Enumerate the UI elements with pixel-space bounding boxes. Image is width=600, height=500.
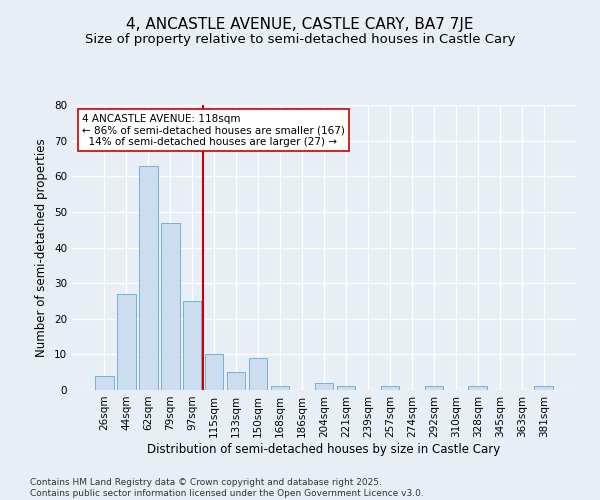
Bar (227, 372, 245, 390)
Bar (205, 354, 223, 390)
Bar (271, 386, 289, 390)
Bar (249, 358, 268, 390)
Bar (425, 386, 443, 390)
Bar (337, 386, 355, 390)
Text: 4, ANCASTLE AVENUE, CASTLE CARY, BA7 7JE: 4, ANCASTLE AVENUE, CASTLE CARY, BA7 7JE (126, 18, 474, 32)
Bar (161, 222, 179, 390)
Bar (139, 166, 158, 390)
Y-axis label: Number of semi-detached properties: Number of semi-detached properties (35, 138, 49, 357)
Text: Size of property relative to semi-detached houses in Castle Cary: Size of property relative to semi-detach… (85, 32, 515, 46)
Bar (469, 386, 487, 390)
Bar (95, 376, 113, 390)
Text: Contains HM Land Registry data © Crown copyright and database right 2025.
Contai: Contains HM Land Registry data © Crown c… (30, 478, 424, 498)
X-axis label: Distribution of semi-detached houses by size in Castle Cary: Distribution of semi-detached houses by … (148, 442, 500, 456)
Bar (117, 294, 136, 390)
Text: 4 ANCASTLE AVENUE: 118sqm
← 86% of semi-detached houses are smaller (167)
  14% : 4 ANCASTLE AVENUE: 118sqm ← 86% of semi-… (82, 114, 345, 147)
Bar (314, 383, 334, 390)
Bar (380, 386, 399, 390)
Bar (535, 386, 553, 390)
Bar (183, 301, 202, 390)
